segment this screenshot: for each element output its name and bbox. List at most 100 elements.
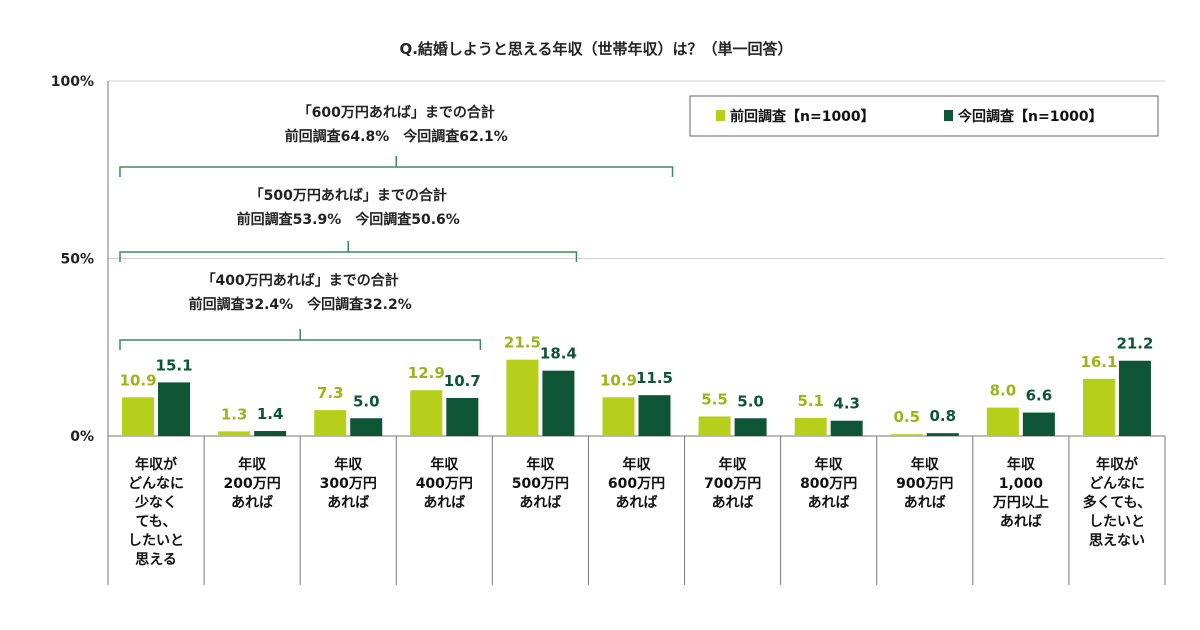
bar	[830, 420, 863, 436]
bar	[926, 433, 959, 436]
annotation-title: 「500万円あれば」までの合計	[250, 187, 447, 204]
category-label: 500万円	[512, 476, 569, 492]
y-tick-label: 100%	[51, 74, 94, 90]
data-label: 0.5	[893, 408, 920, 426]
data-label: 16.1	[1080, 353, 1117, 371]
bar	[410, 390, 443, 436]
category-label: どんなに	[128, 476, 184, 492]
bracket	[119, 251, 578, 262]
y-tick-label: 0%	[70, 429, 94, 445]
category-label: 年収	[526, 456, 555, 473]
bracket	[119, 339, 482, 350]
category-label: 年収	[815, 456, 844, 473]
data-label: 1.4	[257, 405, 284, 423]
bar	[542, 370, 575, 436]
category-label: あれば	[231, 495, 273, 511]
annotation-title: 「600万円あれば」までの合計	[298, 104, 495, 121]
category-label: あれば	[423, 495, 465, 511]
category-labels: 年収がどんなに少なくても、したいと思える年収200万円あれば年収300万円あれば…	[128, 456, 1151, 568]
legend-swatch	[716, 110, 725, 121]
data-label: 21.5	[504, 334, 541, 352]
category-label: あれば	[712, 495, 754, 511]
category-label: 800万円	[800, 476, 857, 492]
bar	[986, 407, 1019, 436]
category-label: 思えない	[1089, 533, 1145, 549]
category-label: ても、	[136, 514, 177, 530]
bar	[254, 431, 287, 436]
annotation-detail: 前回調査53.9% 今回調査50.6%	[237, 211, 460, 228]
bar	[506, 359, 539, 436]
category-label: 多くても、	[1083, 494, 1151, 511]
annotation-title: 「400万円あれば」までの合計	[202, 272, 399, 289]
category-label: 600万円	[608, 476, 665, 492]
category-label: 年収	[1007, 456, 1036, 473]
category-label: したいと	[128, 533, 184, 549]
bar	[122, 397, 155, 436]
category-label: したいと	[1089, 514, 1145, 530]
category-label: 300万円	[320, 476, 377, 492]
category-label: 700万円	[704, 476, 761, 492]
category-label: あれば	[1000, 514, 1042, 530]
data-label: 15.1	[156, 356, 193, 374]
data-label: 5.5	[701, 390, 728, 408]
data-label: 11.5	[636, 369, 673, 387]
bar	[350, 418, 383, 436]
legend-box	[689, 95, 1159, 137]
value-labels: 10.9 1.3 7.3 12.9 21.5 10.9 5.5 5.1 0.5 8.0 16.1 15…	[120, 334, 1154, 427]
data-label: 1.3	[221, 405, 248, 423]
category-label: あれば	[808, 495, 850, 511]
data-label: 6.6	[1026, 387, 1053, 405]
data-label: 10.9	[120, 371, 157, 389]
bar	[314, 410, 347, 436]
category-label: 年収	[911, 456, 940, 473]
category-label: 年収	[334, 456, 363, 473]
bar	[638, 395, 671, 436]
bar	[890, 434, 923, 436]
chart-title: Q.結婚しようと思える年収（世帯年収）は？（単一回答）	[399, 40, 792, 58]
annotation-detail: 前回調査64.8% 今回調査62.1%	[285, 128, 508, 145]
legend-label: 前回調査【n=1000】	[730, 108, 875, 125]
category-label: 年収	[430, 456, 459, 473]
bars	[122, 359, 1151, 436]
bar	[446, 398, 479, 436]
bar	[1118, 360, 1151, 436]
category-label: 少なく	[134, 494, 177, 511]
bar	[734, 418, 767, 436]
category-label: 200万円	[224, 476, 281, 492]
bar	[794, 417, 827, 436]
category-label: 年収が	[135, 456, 178, 473]
category-label: どんなに	[1089, 476, 1145, 492]
category-label: あれば	[616, 495, 658, 511]
data-label: 7.3	[317, 384, 344, 402]
data-label: 21.2	[1116, 335, 1153, 353]
data-label: 4.3	[833, 395, 860, 413]
data-label: 10.9	[600, 371, 637, 389]
category-label: 万円以上	[992, 495, 1049, 511]
category-label: 思える	[135, 552, 177, 568]
data-label: 18.4	[540, 345, 577, 363]
bar	[698, 416, 731, 436]
category-label: あれば	[519, 495, 561, 511]
category-label: 900万円	[896, 476, 953, 492]
category-label: あれば	[327, 495, 369, 511]
data-label: 5.0	[353, 392, 380, 410]
bar	[158, 382, 191, 436]
y-tick-label: 50%	[60, 252, 94, 268]
legend: 前回調査【n=1000】 今回調査【n=1000】	[689, 95, 1159, 137]
category-label: 400万円	[416, 476, 473, 492]
category-label: 年収	[623, 456, 652, 473]
annotation-detail: 前回調査32.4% 今回調査32.2%	[189, 296, 412, 313]
bar	[218, 431, 251, 436]
category-label: 年収	[719, 456, 748, 473]
legend-swatch	[944, 110, 953, 121]
grid-lines: 0% 50% 100%	[51, 74, 1166, 585]
bar	[602, 397, 635, 436]
data-label: 8.0	[990, 382, 1017, 400]
data-label: 5.0	[737, 392, 764, 410]
bar	[1022, 412, 1055, 436]
data-label: 10.7	[444, 372, 481, 390]
category-label: 年収が	[1096, 456, 1139, 473]
data-label: 5.1	[797, 392, 824, 410]
